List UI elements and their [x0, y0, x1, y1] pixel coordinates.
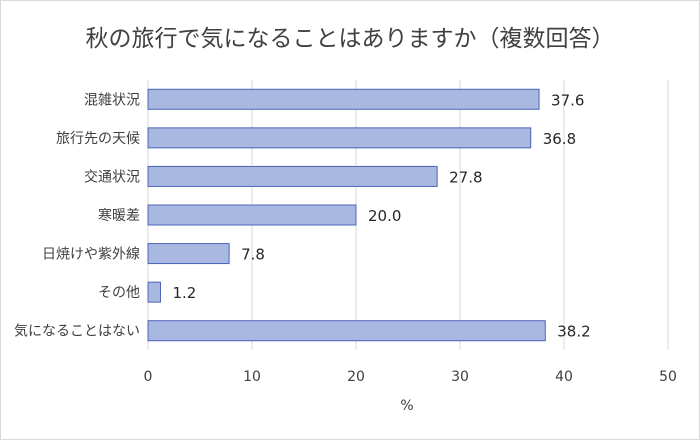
data-label: 20.0	[368, 207, 401, 225]
bar	[147, 204, 357, 226]
x-tick-label: 20	[347, 369, 365, 385]
x-tick-label: 50	[659, 369, 677, 385]
data-label: 38.2	[557, 323, 590, 341]
bar	[147, 127, 532, 149]
category-label: その他	[98, 285, 140, 301]
labels: 0 10 20 30 40 50 混雑状況 37.6 旅行先の天候 36.8 交通状況 27.8 寒暖差…	[14, 91, 677, 385]
data-label: 36.8	[543, 130, 576, 148]
bar	[147, 281, 161, 303]
bar	[147, 320, 546, 342]
bar	[147, 243, 230, 265]
category-label: 交通状況	[84, 168, 140, 185]
x-tick-label: 40	[555, 369, 573, 385]
x-tick-label: 30	[451, 369, 469, 385]
data-label: 37.6	[551, 91, 584, 109]
category-label: 混雑状況	[84, 92, 140, 108]
data-label: 7.8	[241, 246, 265, 264]
data-label: 27.8	[449, 168, 482, 186]
bar	[147, 165, 438, 187]
category-label: 寒暖差	[98, 207, 140, 224]
chart-title: 秋の旅行で気になることはありますか（複数回答）	[85, 26, 615, 52]
category-label: 気になることはない	[14, 324, 140, 340]
bars	[147, 88, 546, 342]
x-tick-label: 0	[144, 369, 153, 385]
category-label: 日焼けや紫外線	[42, 247, 140, 263]
category-label: 旅行先の天候	[56, 131, 140, 147]
bar	[147, 88, 540, 110]
x-axis-title: %	[400, 398, 413, 414]
data-label: 1.2	[172, 284, 196, 302]
x-tick-label: 10	[243, 369, 261, 385]
